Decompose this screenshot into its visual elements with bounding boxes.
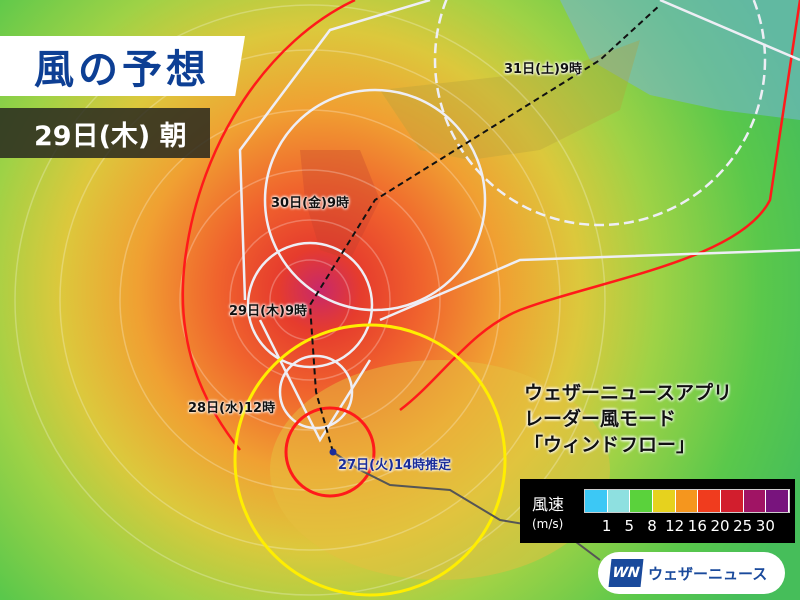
promo-line-3: 「ウィンドフロー」 xyxy=(524,434,696,456)
brand-name: ウェザーニュース xyxy=(648,564,768,583)
track-label-27: 27日(火)14時推定 xyxy=(338,458,452,473)
promo-line-1: ウェザーニュースアプリ xyxy=(524,382,733,404)
storm-circle xyxy=(284,406,376,498)
kyushu-land xyxy=(300,150,380,260)
track-label-29: 29日(木)9時 xyxy=(229,304,308,319)
storm-warning-zone xyxy=(181,0,800,451)
legend-swatch xyxy=(675,490,699,512)
legend-swatch xyxy=(630,490,654,512)
promo-line-2: レーダー風モード xyxy=(524,408,677,430)
legend-swatch xyxy=(653,490,676,512)
honshu-land xyxy=(380,40,640,160)
wind-speed-legend: 風速 (m/s) 1 5 8 12 16 20 25 30 xyxy=(520,479,795,543)
legend-swatch xyxy=(585,490,608,512)
current-position-marker xyxy=(329,448,337,456)
legend-tick: 16 xyxy=(687,517,707,535)
forecast-date: 29日(木) 朝 xyxy=(34,120,187,152)
page-title: 風の予想 xyxy=(34,47,210,93)
legend-color-bar xyxy=(584,489,790,513)
title-banner: 風の予想 xyxy=(0,36,245,96)
legend-swatch xyxy=(743,490,767,512)
track-line xyxy=(308,4,661,453)
northern-land xyxy=(560,0,800,120)
legend-swatch xyxy=(698,490,722,512)
legend-tick: 8 xyxy=(647,517,657,535)
legend-swatch xyxy=(607,490,631,512)
legend-tick: 1 xyxy=(601,517,612,535)
track-label-31: 31日(土)9時 xyxy=(504,62,583,77)
legend-tick: 12 xyxy=(665,517,685,535)
legend-tick: 5 xyxy=(624,517,635,535)
legend-tick: 30 xyxy=(755,517,775,535)
legend-swatch xyxy=(721,490,744,512)
legend-ticks: 1 5 8 12 16 20 25 30 xyxy=(584,517,794,535)
track-label-30: 30日(金)9時 xyxy=(271,196,350,211)
legend-swatch xyxy=(766,490,790,512)
legend-tick: 20 xyxy=(710,517,730,535)
promo-text: ウェザーニュースアプリ レーダー風モード 「ウィンドフロー」 xyxy=(524,380,732,458)
brand-badge: WN ウェザーニュース xyxy=(598,552,785,594)
legend-unit: (m/s) xyxy=(532,517,564,531)
probability-circle xyxy=(233,323,507,597)
brand-logo: WN xyxy=(608,559,644,587)
legend-title: 風速 xyxy=(532,495,565,514)
forecast-circles xyxy=(238,0,800,443)
track-label-28: 28日(水)12時 xyxy=(188,401,276,416)
date-banner: 29日(木) 朝 xyxy=(0,108,210,158)
legend-tick: 25 xyxy=(733,517,753,535)
